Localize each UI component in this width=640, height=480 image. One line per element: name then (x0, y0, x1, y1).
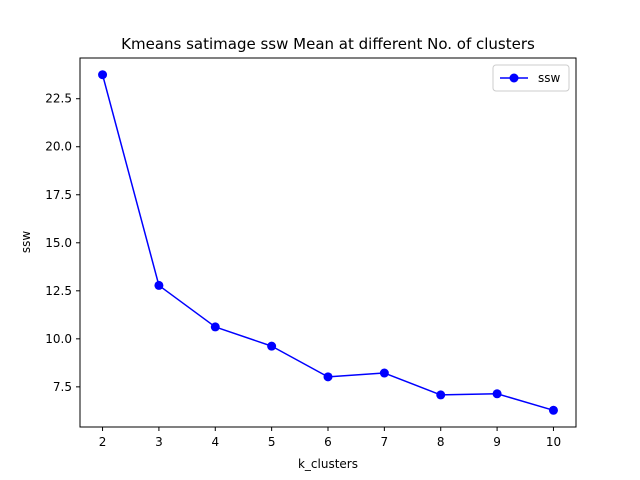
x-tick-label: 2 (99, 435, 107, 449)
data-point (323, 372, 333, 382)
data-point (548, 405, 558, 415)
y-axis-ticks: 7.5 10.0 12.5 15.0 17.5 20.0 22.5 (45, 92, 80, 394)
x-tick-label: 4 (211, 435, 219, 449)
data-point (379, 368, 389, 378)
data-point (154, 280, 164, 290)
x-axis-label: k_clusters (298, 457, 358, 471)
legend: ssw (492, 64, 570, 92)
x-tick-label: 9 (493, 435, 501, 449)
x-tick-label: 10 (546, 435, 561, 449)
legend-box (492, 64, 570, 92)
y-axis-label: ssw (19, 231, 33, 254)
y-tick-label: 15.0 (45, 236, 72, 250)
y-tick-label: 22.5 (45, 92, 72, 106)
y-tick-label: 12.5 (45, 284, 72, 298)
legend-marker-swatch (509, 73, 519, 83)
data-point (267, 341, 277, 351)
plot-background (80, 58, 576, 427)
plot-area (80, 58, 576, 427)
x-tick-label: 6 (324, 435, 332, 449)
y-tick-label: 17.5 (45, 188, 72, 202)
chart-title: Kmeans satimage ssw Mean at different No… (121, 35, 535, 53)
x-axis-ticks: 2 3 4 5 6 7 8 9 10 (99, 427, 561, 449)
data-point (98, 70, 108, 80)
y-tick-label: 10.0 (45, 332, 72, 346)
y-tick-label: 7.5 (53, 380, 72, 394)
y-tick-label: 20.0 (45, 140, 72, 154)
x-tick-label: 7 (381, 435, 389, 449)
data-point (492, 389, 502, 399)
series-layer (98, 70, 558, 415)
legend-label-ssw: ssw (538, 71, 561, 85)
data-point (210, 322, 220, 332)
x-tick-label: 8 (437, 435, 445, 449)
x-tick-label: 3 (155, 435, 163, 449)
x-tick-label: 5 (268, 435, 276, 449)
data-point (436, 390, 446, 400)
plot-frame (79, 57, 577, 428)
